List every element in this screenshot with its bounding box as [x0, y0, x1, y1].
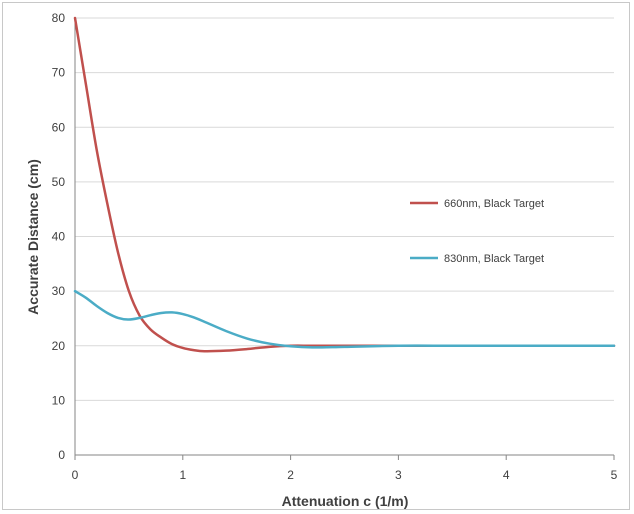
legend: 660nm, Black Target 830nm, Black Target [410, 198, 544, 265]
y-tick-label: 20 [52, 339, 66, 353]
y-tick-labels: 0 10 20 30 40 50 60 70 80 [52, 11, 66, 462]
y-tick-label: 30 [52, 284, 66, 298]
chart-frame [2, 2, 630, 510]
y-tick-label: 0 [58, 448, 65, 462]
x-tick-label: 4 [503, 468, 510, 482]
y-tick-label: 70 [52, 66, 66, 80]
x-tick-label: 5 [611, 468, 618, 482]
y-tick-label: 10 [52, 393, 66, 407]
series-lines [73, 16, 616, 353]
x-tick-labels: 0 1 2 3 4 5 [72, 455, 618, 482]
legend-label-660nm: 660nm, Black Target [444, 198, 544, 210]
y-tick-label: 50 [52, 175, 66, 189]
x-tick-label: 1 [179, 468, 186, 482]
y-tick-label: 80 [52, 11, 66, 25]
series-line-830nm [73, 289, 616, 349]
y-tick-label: 60 [52, 120, 66, 134]
series-line-660nm [73, 16, 616, 353]
y-tick-label: 40 [52, 230, 66, 244]
x-tick-label: 2 [287, 468, 294, 482]
x-tick-label: 0 [72, 468, 79, 482]
axes [74, 18, 614, 456]
x-tick-label: 3 [395, 468, 402, 482]
x-axis-title: Attenuation c (1/m) [282, 493, 409, 509]
y-axis-title: Accurate Distance (cm) [25, 159, 41, 315]
legend-label-830nm: 830nm, Black Target [444, 253, 544, 265]
